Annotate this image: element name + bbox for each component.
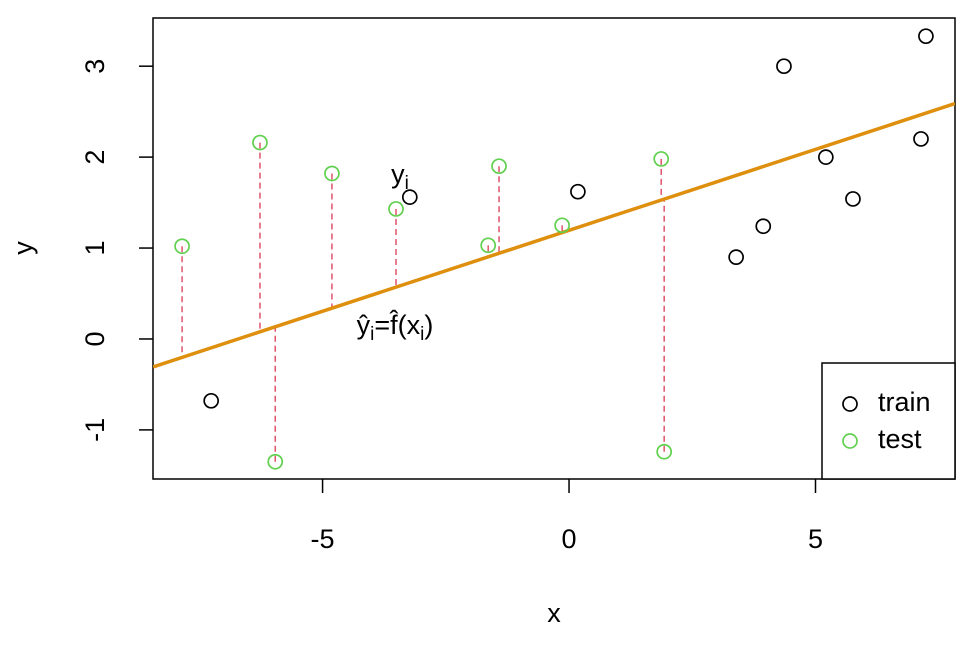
point — [776, 58, 792, 75]
x-tick-label: 5 — [808, 524, 823, 554]
y-tick-label: -1 — [80, 418, 110, 442]
point — [203, 392, 220, 409]
point — [755, 218, 772, 235]
point — [653, 151, 670, 167]
point — [554, 217, 570, 234]
point — [491, 158, 507, 175]
point — [480, 237, 497, 254]
point — [818, 149, 834, 165]
legend-marker — [842, 396, 858, 412]
point — [388, 201, 404, 217]
legend-label: test — [878, 424, 922, 454]
annotation-part: ) — [424, 310, 433, 340]
point — [913, 131, 929, 147]
point — [845, 191, 861, 207]
y-tick-label: 1 — [80, 241, 110, 256]
point — [324, 165, 340, 182]
fit-line — [153, 101, 955, 369]
point — [656, 443, 673, 460]
y-axis-label: y — [8, 241, 38, 255]
legend-box — [821, 362, 956, 480]
point — [267, 453, 284, 470]
point — [252, 134, 268, 151]
annotation-subscript: i — [405, 173, 409, 194]
annotation-part: y — [391, 159, 405, 189]
x-tick-label: 0 — [562, 524, 577, 554]
legend-label: train — [878, 387, 931, 417]
annotation-part: =f̂(x — [374, 310, 420, 340]
y-tick-label: 2 — [80, 150, 110, 165]
point — [174, 238, 190, 255]
annotation-subscript: i — [420, 324, 424, 345]
point — [570, 183, 586, 200]
annotation-part: ŷ — [357, 310, 371, 340]
y-tick-label: 0 — [80, 331, 110, 346]
point — [728, 249, 744, 265]
point — [401, 189, 418, 205]
annotation-subscript: i — [370, 324, 374, 345]
annotation: ŷi=f̂(xi) — [357, 310, 434, 345]
annotation: yi — [391, 159, 409, 194]
point — [918, 28, 934, 45]
x-tick-label: -5 — [311, 524, 335, 554]
legend-marker — [842, 433, 858, 449]
y-tick-label: 3 — [80, 59, 110, 74]
x-axis-label: x — [547, 598, 561, 628]
